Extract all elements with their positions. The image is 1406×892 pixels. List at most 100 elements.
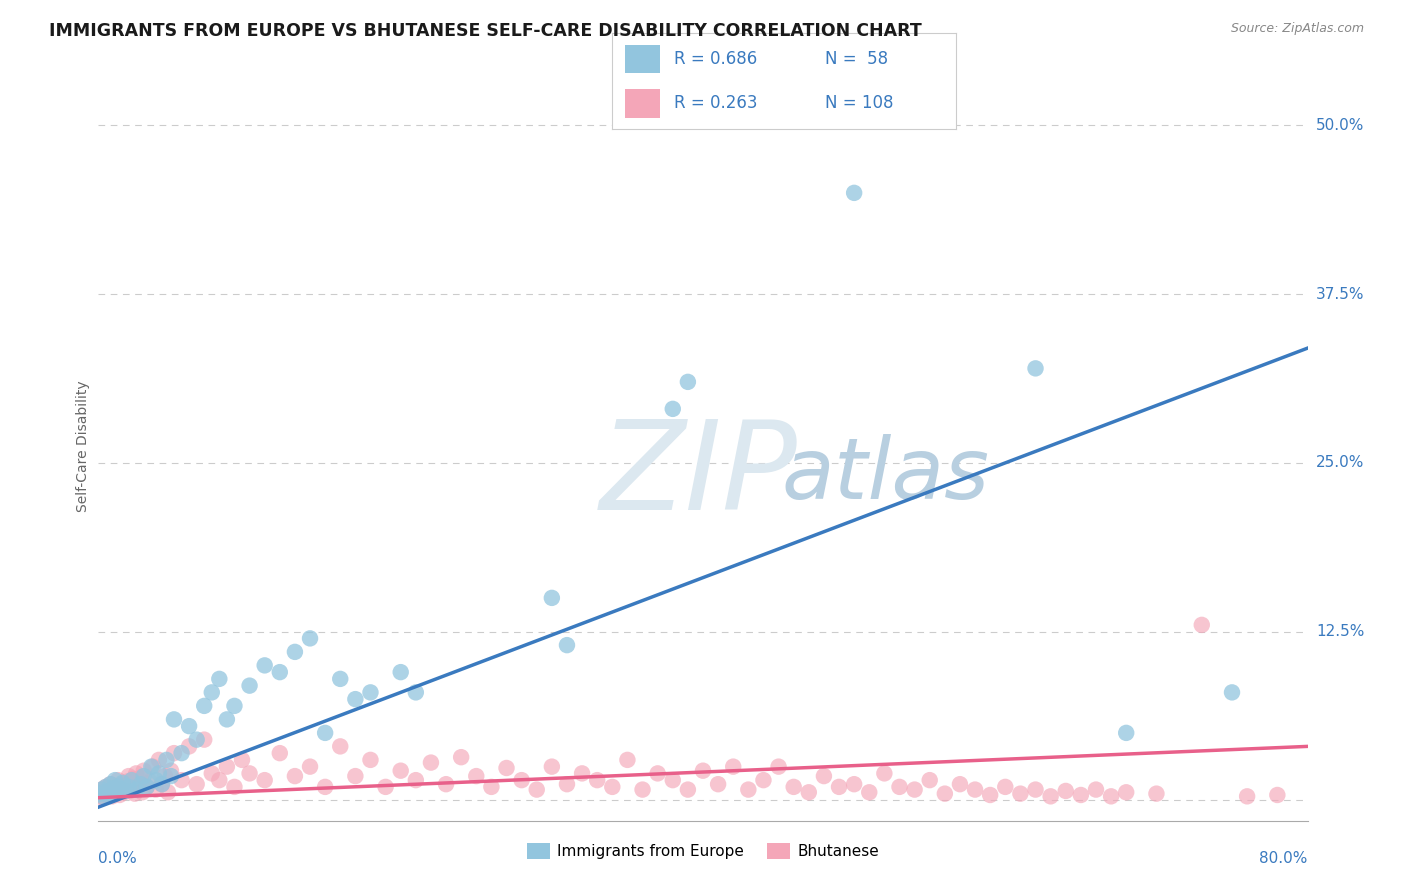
Point	[571, 766, 593, 780]
Point	[148, 766, 170, 780]
Bar	[626, 45, 659, 73]
Point	[586, 773, 609, 788]
Point	[813, 769, 835, 783]
Point	[1267, 788, 1289, 802]
Point	[103, 782, 125, 797]
Point	[374, 780, 396, 794]
Point	[201, 685, 224, 699]
Point	[148, 753, 170, 767]
Point	[692, 764, 714, 778]
Point	[979, 788, 1001, 802]
Point	[208, 672, 231, 686]
Point	[555, 777, 578, 791]
Point	[160, 764, 183, 778]
Point	[127, 781, 149, 796]
Point	[114, 784, 136, 798]
Point	[481, 780, 503, 794]
Point	[107, 780, 129, 794]
Point	[142, 759, 165, 773]
Point	[91, 789, 114, 804]
Point	[186, 777, 208, 791]
Point	[329, 739, 352, 754]
Point	[155, 753, 177, 767]
Point	[616, 753, 638, 767]
Point	[122, 772, 145, 786]
Point	[150, 777, 173, 791]
Point	[994, 780, 1017, 794]
Point	[193, 732, 215, 747]
Point	[1070, 788, 1092, 802]
Point	[269, 665, 291, 680]
Point	[179, 719, 201, 733]
Point	[118, 780, 141, 794]
Point	[1236, 789, 1258, 804]
Point	[965, 782, 987, 797]
Point	[145, 773, 167, 788]
Point	[314, 726, 336, 740]
Point	[918, 773, 941, 788]
Point	[89, 789, 111, 804]
Point	[104, 787, 127, 801]
Point	[1039, 789, 1062, 804]
Point	[100, 777, 122, 791]
Point	[526, 782, 548, 797]
Text: 37.5%: 37.5%	[1316, 286, 1364, 301]
Point	[114, 780, 136, 794]
Point	[344, 692, 367, 706]
Point	[602, 780, 624, 794]
Point	[107, 773, 129, 788]
Point	[115, 774, 138, 789]
Legend: Immigrants from Europe, Bhutanese: Immigrants from Europe, Bhutanese	[520, 838, 886, 865]
Point	[125, 782, 148, 797]
Point	[661, 401, 683, 416]
Point	[208, 773, 231, 788]
Point	[314, 780, 336, 794]
Y-axis label: Self-Care Disability: Self-Care Disability	[76, 380, 90, 512]
Point	[124, 787, 146, 801]
Point	[111, 777, 134, 791]
Point	[93, 785, 115, 799]
Text: 80.0%: 80.0%	[1260, 851, 1308, 866]
Point	[253, 773, 276, 788]
Point	[91, 790, 114, 805]
Point	[299, 632, 322, 646]
Point	[1010, 787, 1032, 801]
Point	[160, 769, 183, 783]
Point	[1099, 789, 1122, 804]
Point	[150, 777, 173, 791]
Point	[858, 785, 880, 799]
Point	[132, 764, 155, 778]
Point	[465, 769, 488, 783]
Text: atlas: atlas	[782, 434, 990, 517]
Point	[253, 658, 276, 673]
Point	[110, 782, 132, 797]
Point	[224, 780, 246, 794]
Point	[141, 759, 163, 773]
Point	[284, 769, 307, 783]
Point	[844, 777, 866, 791]
Point	[121, 777, 143, 791]
Text: R = 0.263: R = 0.263	[673, 95, 756, 112]
Point	[389, 665, 412, 680]
Point	[949, 777, 972, 791]
Point	[186, 732, 208, 747]
Point	[555, 638, 578, 652]
Point	[163, 746, 186, 760]
Text: R = 0.686: R = 0.686	[673, 50, 756, 68]
Point	[344, 769, 367, 783]
Point	[125, 766, 148, 780]
Point	[828, 780, 851, 794]
Point	[93, 785, 115, 799]
Point	[889, 780, 911, 794]
Point	[224, 698, 246, 713]
Point	[707, 777, 730, 791]
Point	[269, 746, 291, 760]
Point	[661, 773, 683, 788]
Point	[101, 789, 124, 804]
Point	[752, 773, 775, 788]
Point	[96, 788, 118, 802]
Point	[90, 782, 112, 797]
Point	[101, 787, 124, 801]
Point	[89, 787, 111, 801]
Point	[98, 784, 121, 798]
